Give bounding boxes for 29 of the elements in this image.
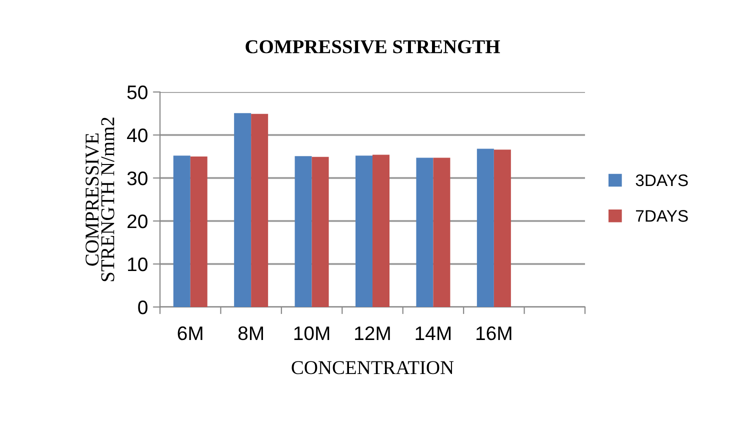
x-tick-label: 16M [476,326,512,340]
y-tick-label: 50 [127,85,148,100]
x-tick-label: 6M [178,326,202,340]
x-tick-label: 10M [294,326,330,340]
y-tick-label: 20 [128,214,148,228]
x-tick-label: 8M [238,326,263,340]
bar [433,158,450,307]
bar [294,156,312,307]
chart-title: COMPRESSIVE STRENGTH [246,40,500,54]
bar [234,113,252,307]
legend-label: 3DAYS [636,174,688,186]
y-tick-label: 10 [128,257,148,272]
bar [251,114,268,307]
y-axis-title: COMPRESSIVE STRENGTH N/mm2 [86,118,114,282]
bar [494,150,511,307]
y-tick-label: 30 [127,171,148,186]
x-axis-title: CONCENTRATION [292,361,454,374]
y-tick-label: 40 [127,128,148,142]
bar [312,156,329,307]
bar [173,156,190,307]
x-tick-label: 14M [416,326,451,340]
bar [476,148,494,307]
bar [190,156,208,307]
y-tick-label: 0 [138,300,148,314]
bar [356,156,372,307]
bar [416,158,434,307]
x-tick-label: 12M [355,326,390,340]
bar [372,154,390,307]
legend-label: 7DAYS [636,210,688,222]
